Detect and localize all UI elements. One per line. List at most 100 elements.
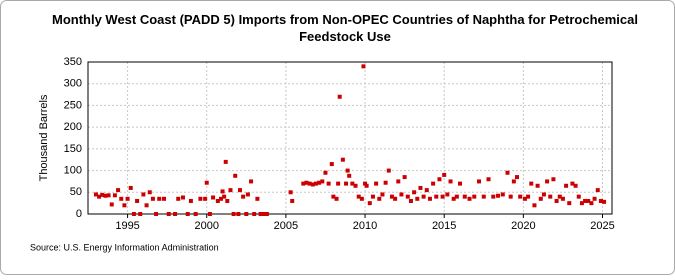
point: [526, 194, 531, 199]
y-tick-label: 100: [64, 164, 82, 176]
point: [222, 194, 227, 199]
point: [288, 190, 293, 195]
point: [310, 182, 315, 187]
point: [128, 185, 133, 190]
point: [545, 179, 550, 184]
x-tick-label: 2015: [432, 220, 456, 232]
point: [122, 203, 127, 208]
x-tick-label: 2000: [194, 220, 218, 232]
point: [347, 173, 352, 178]
point: [215, 198, 220, 203]
point: [326, 181, 331, 186]
point: [557, 194, 562, 199]
point: [211, 195, 216, 200]
point: [389, 194, 394, 199]
point: [313, 181, 318, 186]
y-tick-label: 50: [70, 186, 82, 198]
point: [173, 212, 178, 216]
point: [204, 180, 209, 185]
point: [304, 180, 309, 185]
point: [361, 64, 366, 69]
point: [176, 196, 181, 201]
point: [518, 194, 523, 199]
point: [560, 196, 565, 201]
point: [154, 212, 159, 216]
point: [602, 199, 607, 204]
y-tick-label: 200: [64, 121, 82, 133]
point: [363, 181, 368, 186]
point: [218, 196, 223, 201]
point: [412, 190, 417, 195]
point: [529, 181, 534, 186]
point: [147, 190, 152, 195]
point: [573, 183, 578, 188]
point: [541, 192, 546, 197]
point: [564, 183, 569, 188]
point: [567, 201, 572, 206]
plot-border: [87, 61, 613, 215]
y-tick-label: 300: [64, 78, 82, 90]
y-axis-label: Thousand Barrels: [38, 94, 50, 181]
point: [458, 181, 463, 186]
point: [237, 188, 242, 193]
point: [93, 192, 98, 197]
point: [244, 212, 249, 216]
point: [261, 212, 266, 216]
point: [467, 196, 472, 201]
point: [508, 194, 513, 199]
point: [231, 212, 236, 216]
y-tick-label: 350: [64, 56, 82, 68]
point: [586, 198, 591, 203]
point: [405, 194, 410, 199]
point: [589, 201, 594, 206]
point: [207, 212, 212, 216]
y-tick-label: 250: [64, 99, 82, 111]
point: [223, 159, 228, 164]
point: [592, 196, 597, 201]
point: [317, 180, 322, 185]
point: [535, 183, 540, 188]
point: [255, 196, 260, 201]
source: Source: U.S. Energy Information Administ…: [30, 242, 219, 252]
point: [138, 212, 143, 216]
point: [344, 181, 349, 186]
point: [131, 212, 136, 216]
point: [386, 168, 391, 173]
point: [402, 175, 407, 180]
point: [551, 177, 556, 182]
point: [454, 194, 459, 199]
y-tick-label: 150: [64, 143, 82, 155]
point: [236, 212, 241, 216]
point: [329, 162, 334, 167]
point: [505, 170, 510, 175]
point: [119, 196, 124, 201]
point: [383, 180, 388, 185]
point: [515, 175, 520, 180]
point: [109, 202, 114, 207]
point: [408, 198, 413, 203]
point: [481, 194, 486, 199]
x-tick-label: 2010: [353, 220, 377, 232]
point: [418, 185, 423, 190]
point: [100, 192, 105, 197]
point: [548, 194, 553, 199]
point: [377, 196, 382, 201]
point: [141, 192, 146, 197]
point: [150, 196, 155, 201]
point: [198, 196, 203, 201]
point: [258, 212, 263, 216]
point: [180, 195, 185, 200]
point: [576, 194, 581, 199]
point: [241, 194, 246, 199]
point: [437, 177, 442, 182]
point: [220, 189, 225, 194]
point: [245, 192, 250, 197]
point: [472, 194, 477, 199]
x-tick-label: 2005: [274, 220, 298, 232]
point: [434, 194, 439, 199]
point: [161, 196, 166, 201]
point: [486, 177, 491, 182]
point: [491, 194, 496, 199]
point: [106, 193, 111, 198]
